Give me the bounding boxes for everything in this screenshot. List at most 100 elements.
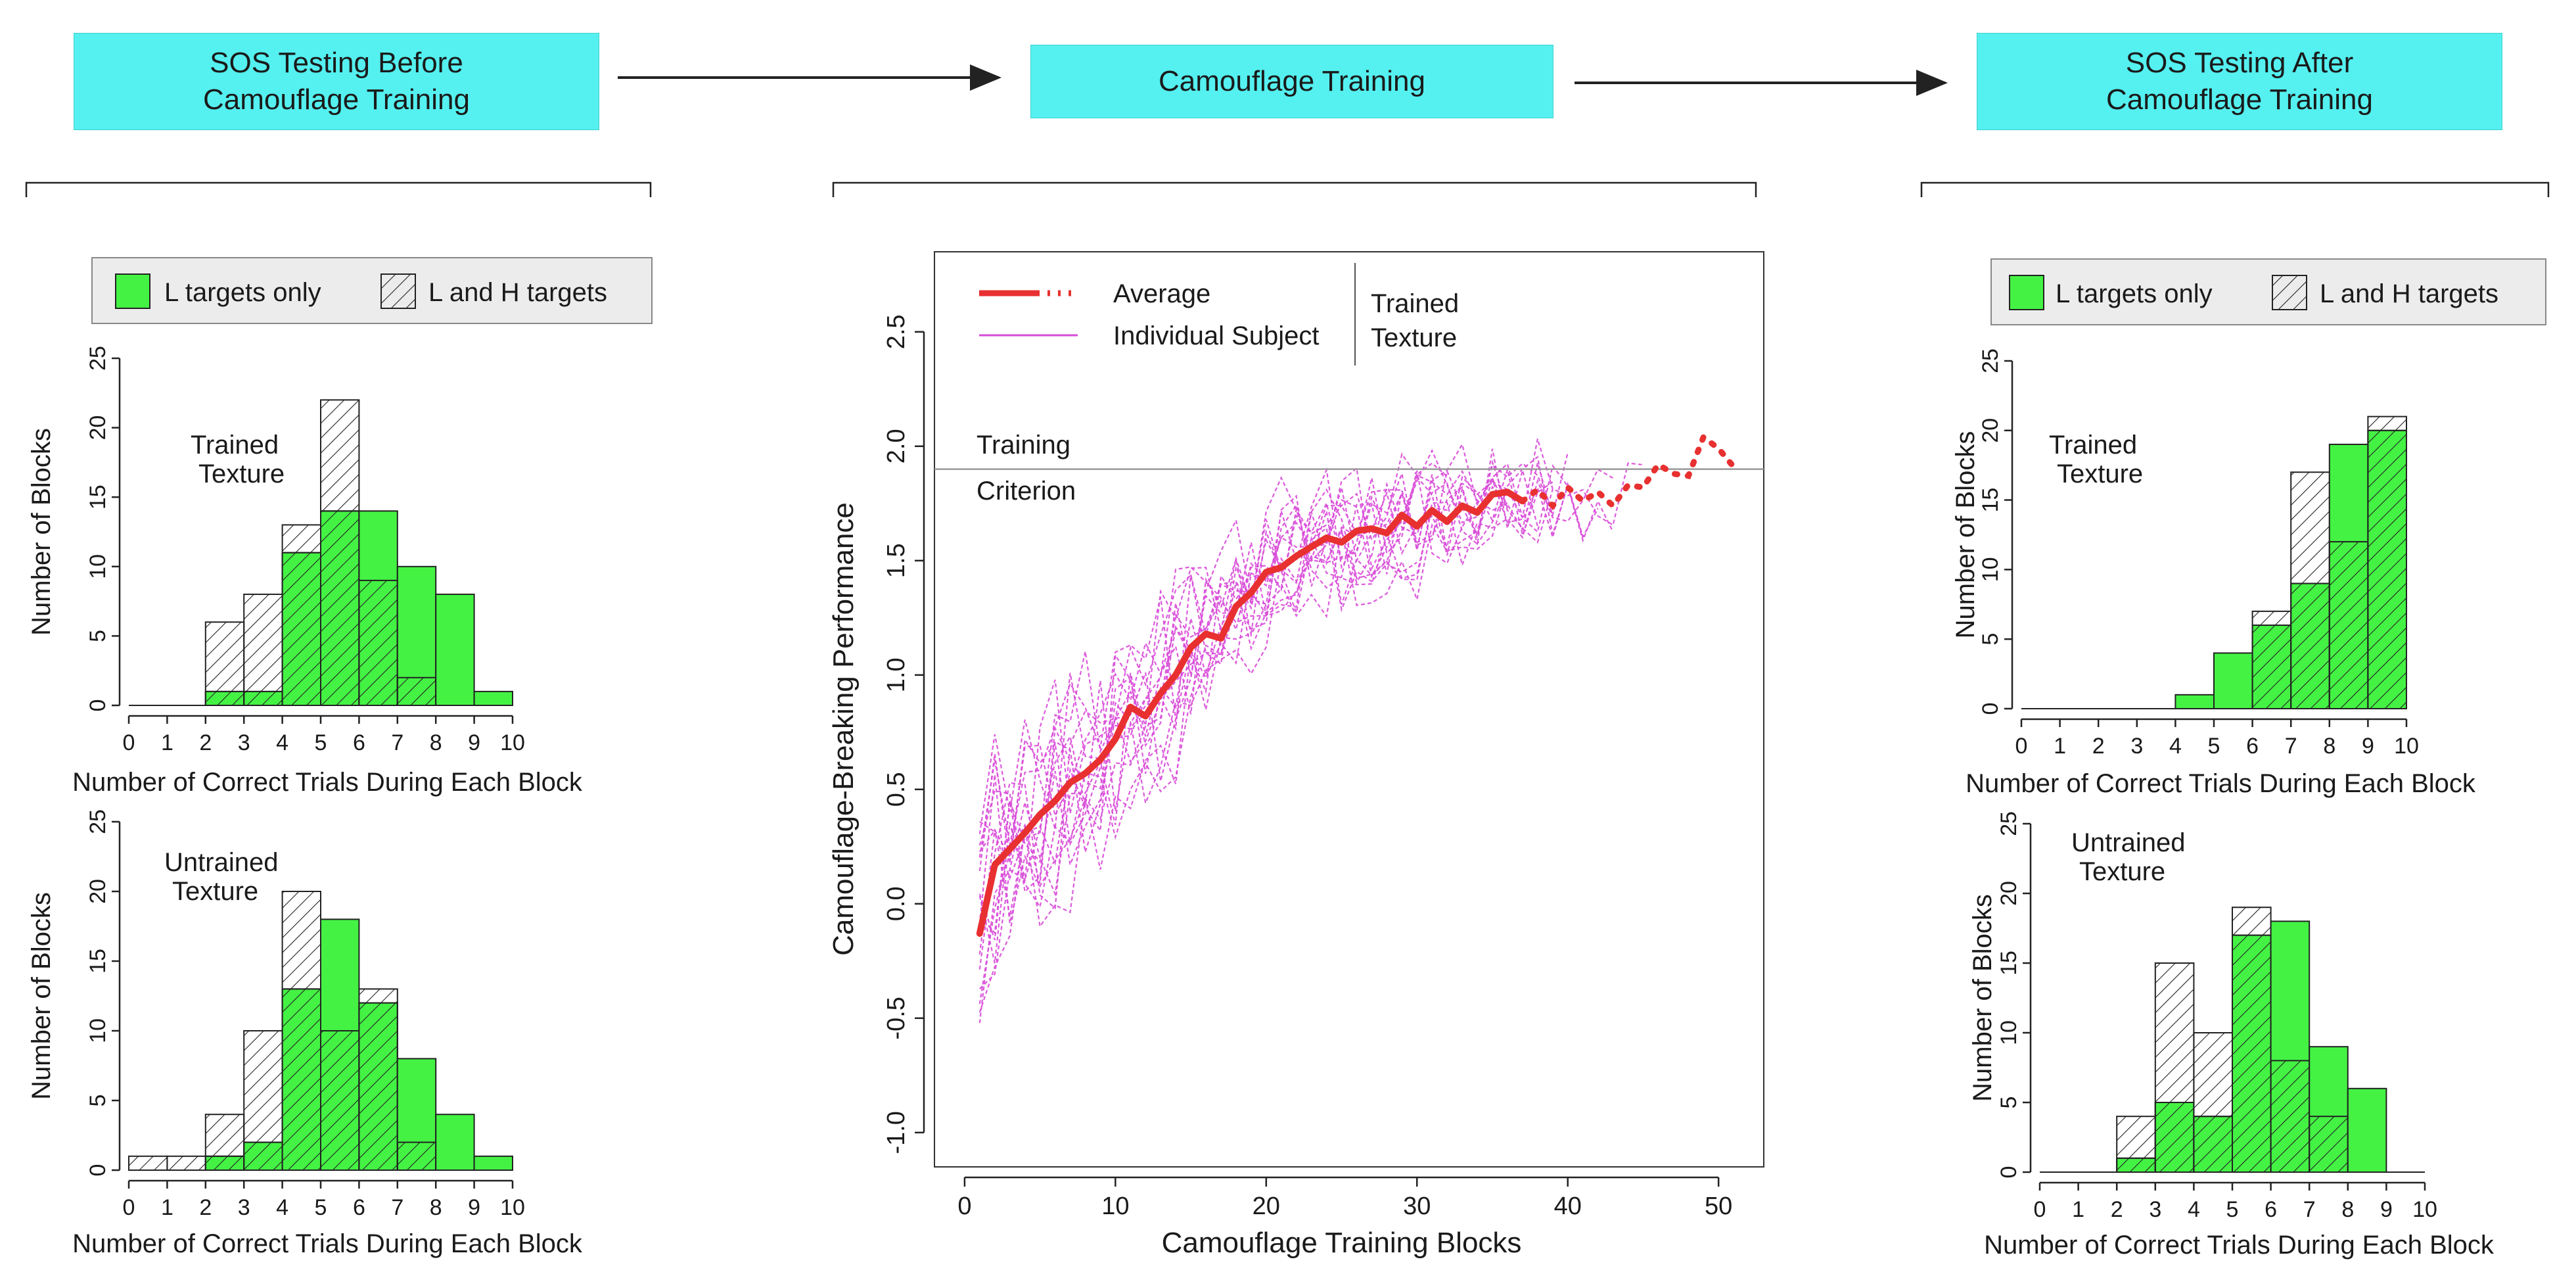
bar-overlap-hatch-3 <box>243 690 283 707</box>
y-tick-label: 20 <box>85 415 110 440</box>
x-tick-label: 6 <box>2246 734 2259 759</box>
x-tick-label: 10 <box>1101 1193 1129 1220</box>
x-tick-label: 6 <box>353 730 365 755</box>
y-tick-label: 0 <box>85 699 110 712</box>
x-tick-label: 20 <box>1253 1193 1280 1220</box>
x-tick-label: 0 <box>2034 1197 2046 1222</box>
flow-box-before-line1: SOS Testing Before <box>210 47 463 79</box>
x-tick-label: 6 <box>353 1195 365 1220</box>
bar-overlap-hatch-6 <box>2251 625 2292 709</box>
individual-subject-line <box>978 470 1584 955</box>
bar-overlap-hatch-9 <box>2367 429 2407 709</box>
bar-l-only-8 <box>2347 1087 2387 1173</box>
bar-l-and-h-1 <box>166 1155 206 1171</box>
bar-overlap-hatch-2 <box>2116 1157 2156 1173</box>
x-tick-label: 9 <box>2380 1197 2393 1222</box>
individual-subject-line <box>978 459 1508 834</box>
bar-overlap-hatch-4 <box>281 988 322 1171</box>
bar-l-only-5 <box>2213 652 2253 709</box>
panel-title-line1: Trained <box>2049 431 2137 460</box>
bar-overlap-hatch-8 <box>2328 541 2369 710</box>
bar-overlap-hatch-6 <box>2270 1060 2311 1173</box>
individual-subject-line <box>978 456 1599 1024</box>
y-tick-label: 20 <box>1978 418 2003 443</box>
y-tick-label: 25 <box>1978 348 2003 373</box>
y-tick-label: 10 <box>85 1018 110 1043</box>
bar-overlap-hatch-6 <box>358 579 398 706</box>
x-tick-label: 9 <box>468 1195 480 1220</box>
y-axis-label: Number of Blocks <box>1951 431 1980 639</box>
y-tick-label: 2.0 <box>883 429 910 463</box>
x-tick-label: 8 <box>2323 734 2335 759</box>
x-tick-label: 10 <box>2394 734 2419 759</box>
flow-box-after-line1: SOS Testing After <box>2125 47 2354 79</box>
bracket-after <box>1920 181 2550 197</box>
hist-legend-box <box>91 257 653 324</box>
panel-title-line1: Untrained <box>164 848 278 877</box>
bar-l-only-8 <box>435 594 475 706</box>
bar-overlap-hatch-7 <box>2309 1116 2349 1173</box>
panel-title-line2: Texture <box>172 877 258 906</box>
flow-box-before-line2: Camouflage Training <box>202 83 470 116</box>
legend-l-only-swatch <box>115 273 150 309</box>
x-tick-label: 2 <box>2092 734 2105 759</box>
y-tick-label: 10 <box>1978 557 2003 582</box>
individual-subject-line <box>978 462 1448 858</box>
y-tick-label: 5 <box>85 630 110 642</box>
bar-overlap-hatch-4 <box>281 552 322 706</box>
y-tick-label: 25 <box>85 809 110 834</box>
x-tick-label: 0 <box>123 730 135 755</box>
x-tick-label: 2 <box>199 1195 212 1220</box>
individual-subject-line <box>979 452 1508 881</box>
x-tick-label: 50 <box>1705 1193 1732 1220</box>
individual-subject-line <box>978 481 1508 964</box>
histogram-after_untrained: 0 1 2 3 4 5 6 7 8 9 10 0 5 10 15 20 25 Number of Correct … <box>1968 811 2495 1260</box>
panel-title-line2: Texture <box>2057 460 2143 488</box>
flow-box-after-line2: Camouflage Training <box>2105 83 2373 116</box>
y-tick-label: 20 <box>85 879 110 904</box>
y-tick-label: 15 <box>1996 951 2021 976</box>
panel-title-line2: Texture <box>2079 857 2165 886</box>
individual-subject-line <box>978 464 1614 859</box>
bar-overlap-hatch-3 <box>243 1141 283 1171</box>
hist-legend-box <box>1990 258 2546 325</box>
bar-overlap-hatch-5 <box>320 1030 360 1171</box>
x-tick-label: 30 <box>1403 1193 1431 1220</box>
x-tick-label: 0 <box>123 1195 135 1220</box>
y-tick-label: 0.0 <box>883 886 910 921</box>
x-tick-label: 0 <box>957 1193 971 1220</box>
x-tick-label: 1 <box>2054 734 2066 759</box>
legend-l-and-h-label: L and H targets <box>428 278 607 307</box>
x-axis-label: Number of Correct Trials During Each Blo… <box>1984 1231 2495 1260</box>
y-tick-label: 0 <box>1978 703 2003 715</box>
x-tick-label: 2 <box>199 730 212 755</box>
bracket-training <box>832 181 1757 197</box>
legend-l-and-h-swatch <box>2272 275 2307 310</box>
individual-subject-line <box>978 448 1538 941</box>
x-tick-label: 3 <box>238 730 250 755</box>
criterion-label-line1: Training <box>977 431 1070 460</box>
y-tick-label: 5 <box>1996 1097 2021 1109</box>
y-tick-label: 25 <box>85 346 110 371</box>
x-tick-label: 1 <box>2072 1197 2084 1222</box>
x-tick-label: 2 <box>2111 1197 2123 1222</box>
x-tick-label: 9 <box>2362 734 2374 759</box>
x-tick-label: 10 <box>2412 1197 2437 1222</box>
x-tick-label: 7 <box>391 730 403 755</box>
x-tick-label: 4 <box>2169 734 2182 759</box>
y-tick-label: -1.0 <box>883 1111 910 1154</box>
bar-overlap-hatch-5 <box>320 510 360 706</box>
y-tick-label: -0.5 <box>883 997 910 1039</box>
x-tick-label: 6 <box>2265 1197 2277 1222</box>
bar-l-only-4 <box>2174 694 2215 709</box>
x-tick-label: 4 <box>276 1195 288 1220</box>
y-tick-label: 2.5 <box>883 314 910 349</box>
legend-l-only-label: L targets only <box>164 278 321 307</box>
legend-l-and-h-swatch <box>380 273 416 309</box>
panel-title-line2: Texture <box>198 460 285 488</box>
y-tick-label: 0 <box>85 1164 110 1177</box>
x-tick-label: 4 <box>2188 1197 2200 1222</box>
legend-l-only-label: L targets only <box>2056 279 2213 308</box>
x-tick-label: 40 <box>1554 1193 1582 1220</box>
